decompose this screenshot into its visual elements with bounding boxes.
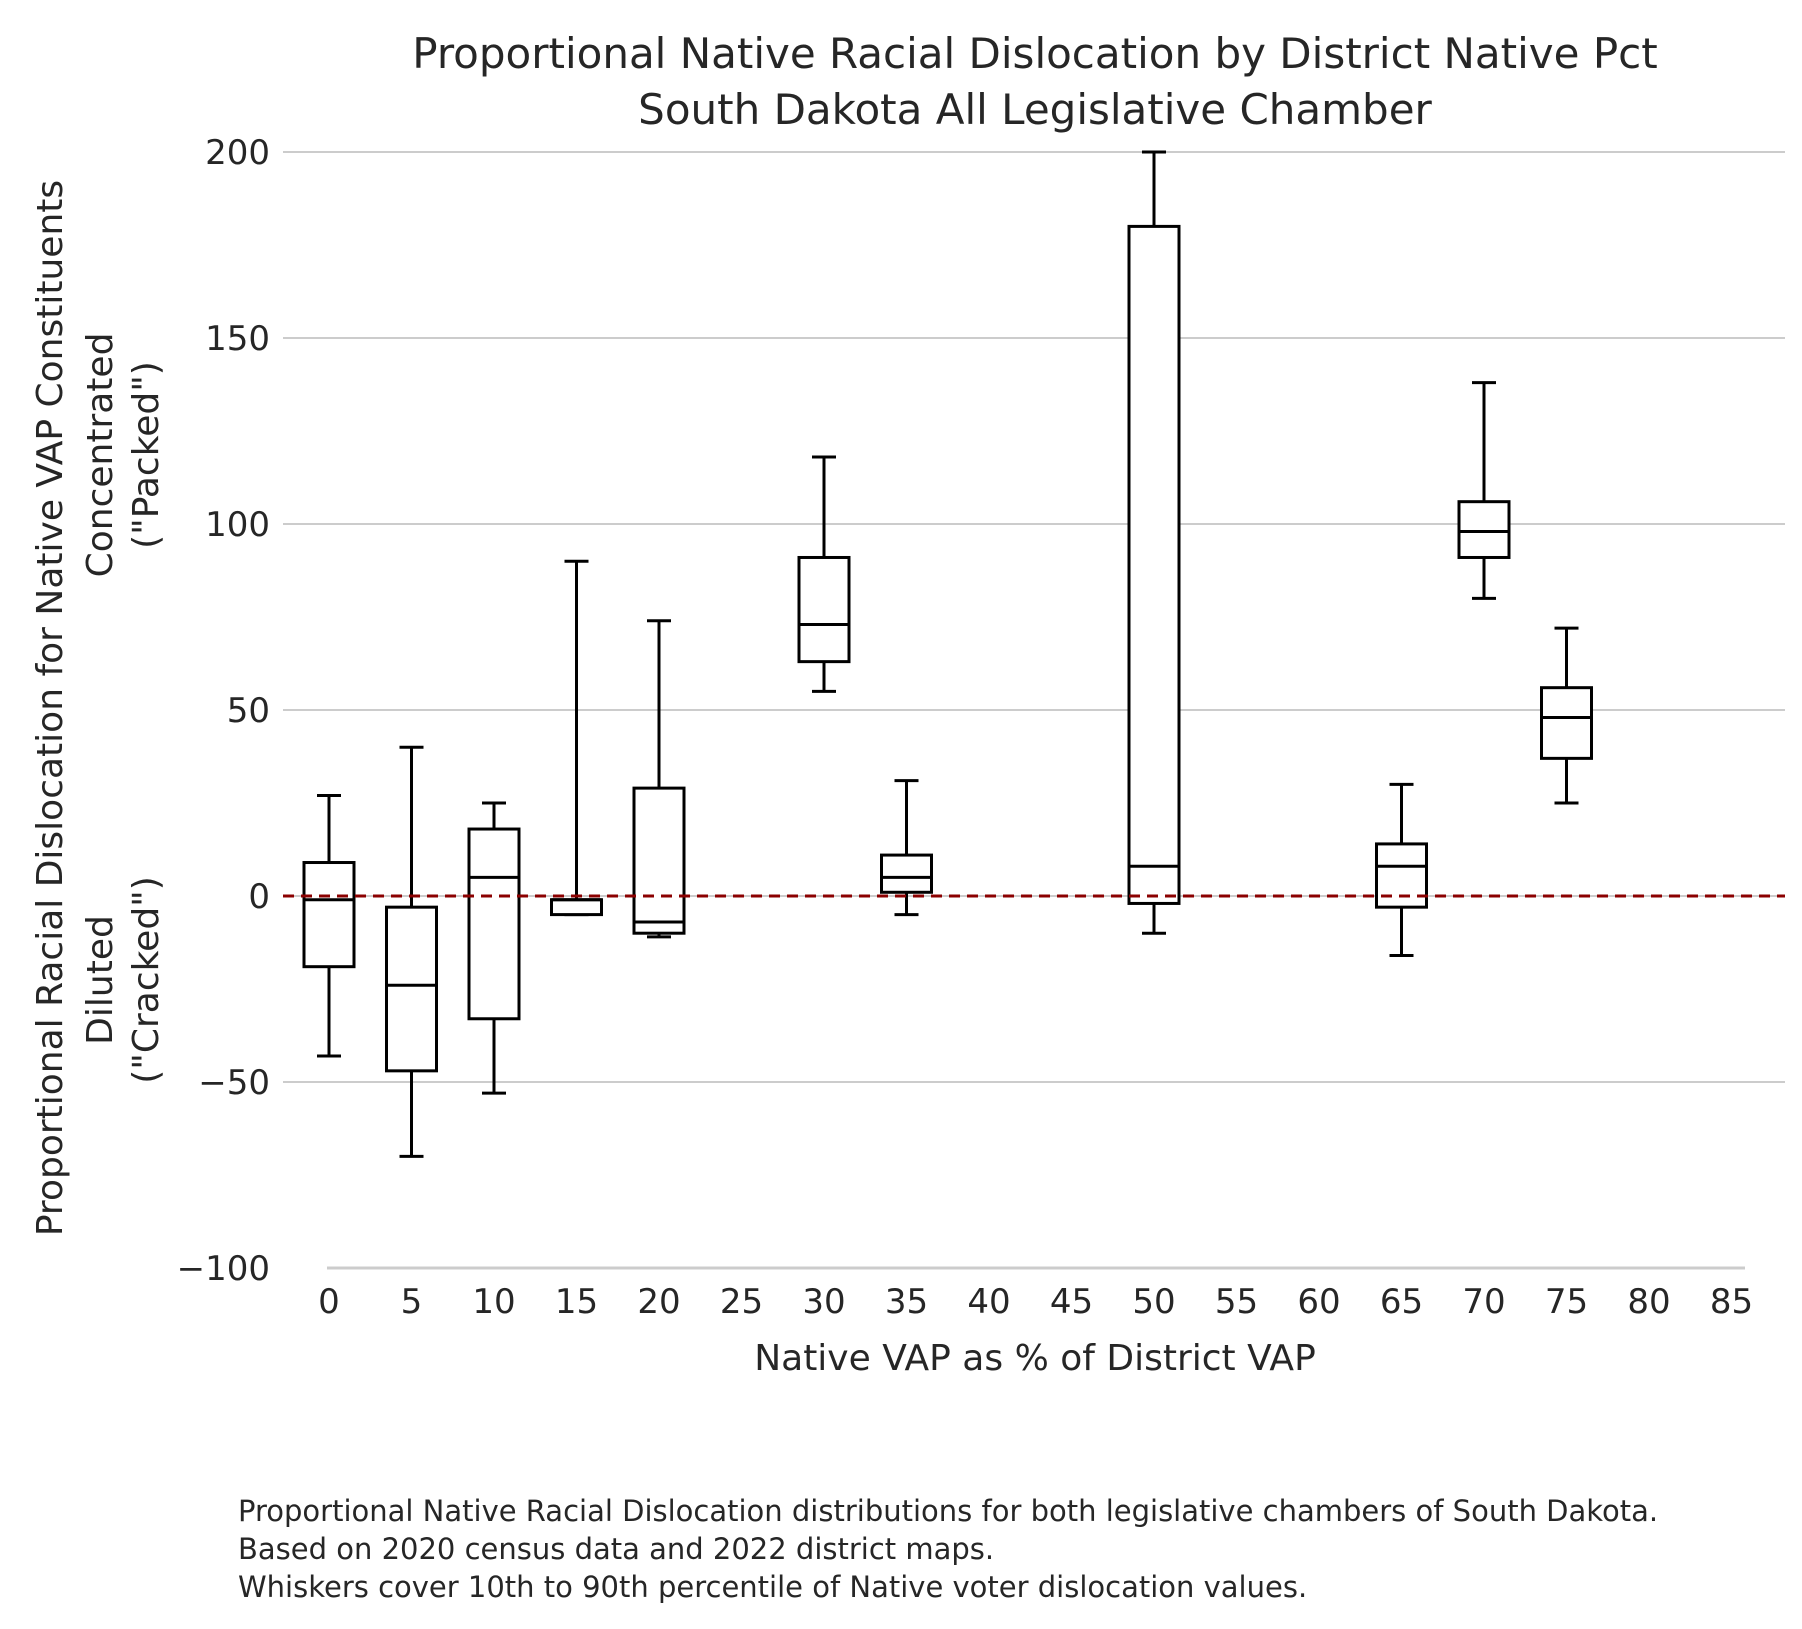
box-plot — [1127, 150, 1181, 935]
y-axis-label-cracked: ("Cracked") — [126, 876, 167, 1084]
y-tick-label: −50 — [198, 1063, 270, 1103]
box-iqr — [880, 853, 933, 894]
x-tick-label: 20 — [637, 1282, 680, 1322]
x-tick-label: 15 — [555, 1282, 598, 1322]
y-tick-label: −100 — [177, 1249, 270, 1289]
y-tick-label: 0 — [248, 877, 270, 917]
box-plots — [302, 150, 1593, 1158]
y-axis-label-diluted: Diluted — [80, 915, 121, 1045]
caption-line-2: Based on 2020 census data and 2022 distr… — [238, 1532, 995, 1566]
x-tick-label: 5 — [401, 1282, 423, 1322]
box-plot — [385, 745, 438, 1158]
x-axis-label: Native VAP as % of District VAP — [754, 1338, 1316, 1379]
x-tick-label: 0 — [318, 1282, 340, 1322]
y-axis-ticks: 200 150 100 50 0 −50 −100 — [177, 133, 270, 1289]
y-tick-label: 100 — [205, 505, 270, 545]
x-tick-label: 55 — [1215, 1282, 1258, 1322]
x-tick-label: 30 — [802, 1282, 845, 1322]
box-iqr — [1457, 500, 1511, 559]
box-plot — [797, 455, 851, 693]
chart-title-line-2: South Dakota All Legislative Chamber — [638, 85, 1432, 134]
y-axis-label-concentrated: Concentrated — [80, 333, 121, 578]
box-iqr — [1375, 842, 1428, 909]
figure-caption: Proportional Native Racial Dislocation d… — [238, 1492, 1658, 1606]
box-iqr — [632, 786, 686, 935]
x-tick-label: 45 — [1050, 1282, 1093, 1322]
y-tick-label: 150 — [205, 319, 270, 359]
x-tick-label: 40 — [967, 1282, 1010, 1322]
box-iqr — [1127, 224, 1181, 905]
caption-line-3: Whiskers cover 10th to 90th percentile o… — [238, 1570, 1308, 1604]
box-plot — [632, 619, 686, 939]
x-tick-label: 85 — [1710, 1282, 1753, 1322]
y-tick-label: 50 — [227, 691, 270, 731]
box-iqr — [385, 905, 438, 1073]
box-plot — [302, 794, 356, 1058]
x-tick-label: 10 — [472, 1282, 515, 1322]
x-tick-label: 75 — [1545, 1282, 1588, 1322]
box-plot — [1540, 626, 1593, 805]
x-tick-label: 80 — [1627, 1282, 1670, 1322]
gridlines — [283, 151, 1785, 1083]
box-iqr — [1540, 686, 1593, 760]
y-axis-label-main: Proportional Racial Dislocation for Nati… — [30, 180, 71, 1236]
box-iqr — [467, 827, 521, 1021]
box-iqr — [302, 861, 356, 969]
chart-title-line-1: Proportional Native Racial Dislocation b… — [412, 29, 1658, 78]
box-iqr — [797, 555, 851, 664]
x-tick-label: 35 — [885, 1282, 928, 1322]
box-plot — [1457, 381, 1511, 600]
y-axis-label-packed: ("Packed") — [126, 361, 167, 549]
box-iqr — [550, 898, 603, 917]
x-tick-label: 60 — [1297, 1282, 1340, 1322]
y-tick-label: 200 — [205, 133, 270, 173]
box-plot — [880, 779, 933, 917]
box-plot — [467, 801, 521, 1095]
x-tick-label: 50 — [1132, 1282, 1175, 1322]
x-tick-label: 25 — [720, 1282, 763, 1322]
chart-title: Proportional Native Racial Dislocation b… — [412, 29, 1658, 134]
x-axis-ticks: 0 5 10 15 20 25 30 35 40 45 50 55 60 65 70 75 80 85 — [318, 1282, 1753, 1322]
x-tick-label: 65 — [1380, 1282, 1423, 1322]
box-plot — [550, 559, 603, 917]
caption-line-1: Proportional Native Racial Dislocation d… — [238, 1494, 1659, 1528]
y-axis-label: Proportional Racial Dislocation for Nati… — [30, 180, 167, 1236]
box-plot — [1375, 782, 1428, 958]
x-tick-label: 70 — [1462, 1282, 1505, 1322]
